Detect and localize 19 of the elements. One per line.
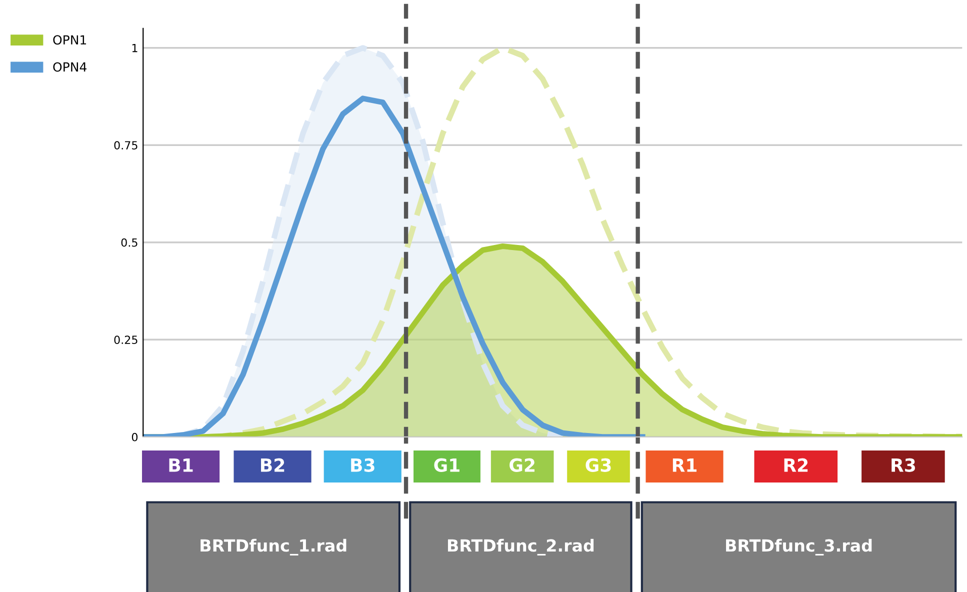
text: BRTDfunc_1.rad <box>200 538 346 556</box>
y-tick-label: 0.25 <box>114 336 138 344</box>
text: B2 <box>261 458 284 472</box>
text: G1 <box>434 458 460 472</box>
text: BRTDfunc_2.rad <box>448 538 594 556</box>
legend-label: OPN1 <box>53 35 86 45</box>
text: G3 <box>586 458 611 472</box>
text: B3 <box>351 458 374 472</box>
y-tick-label: 0.5 <box>121 238 138 247</box>
text: G2 <box>510 458 534 472</box>
y-tick-label: 0 <box>132 432 138 442</box>
y-tick-label: 0.75 <box>114 141 138 150</box>
text: R3 <box>892 458 915 472</box>
text: R1 <box>672 458 696 472</box>
text: B1 <box>169 458 193 472</box>
text: BRTDfunc_3.rad <box>726 538 872 556</box>
y-tick-label: 1 <box>132 44 138 52</box>
legend-label: OPN4 <box>53 62 86 72</box>
text: R2 <box>784 458 808 472</box>
